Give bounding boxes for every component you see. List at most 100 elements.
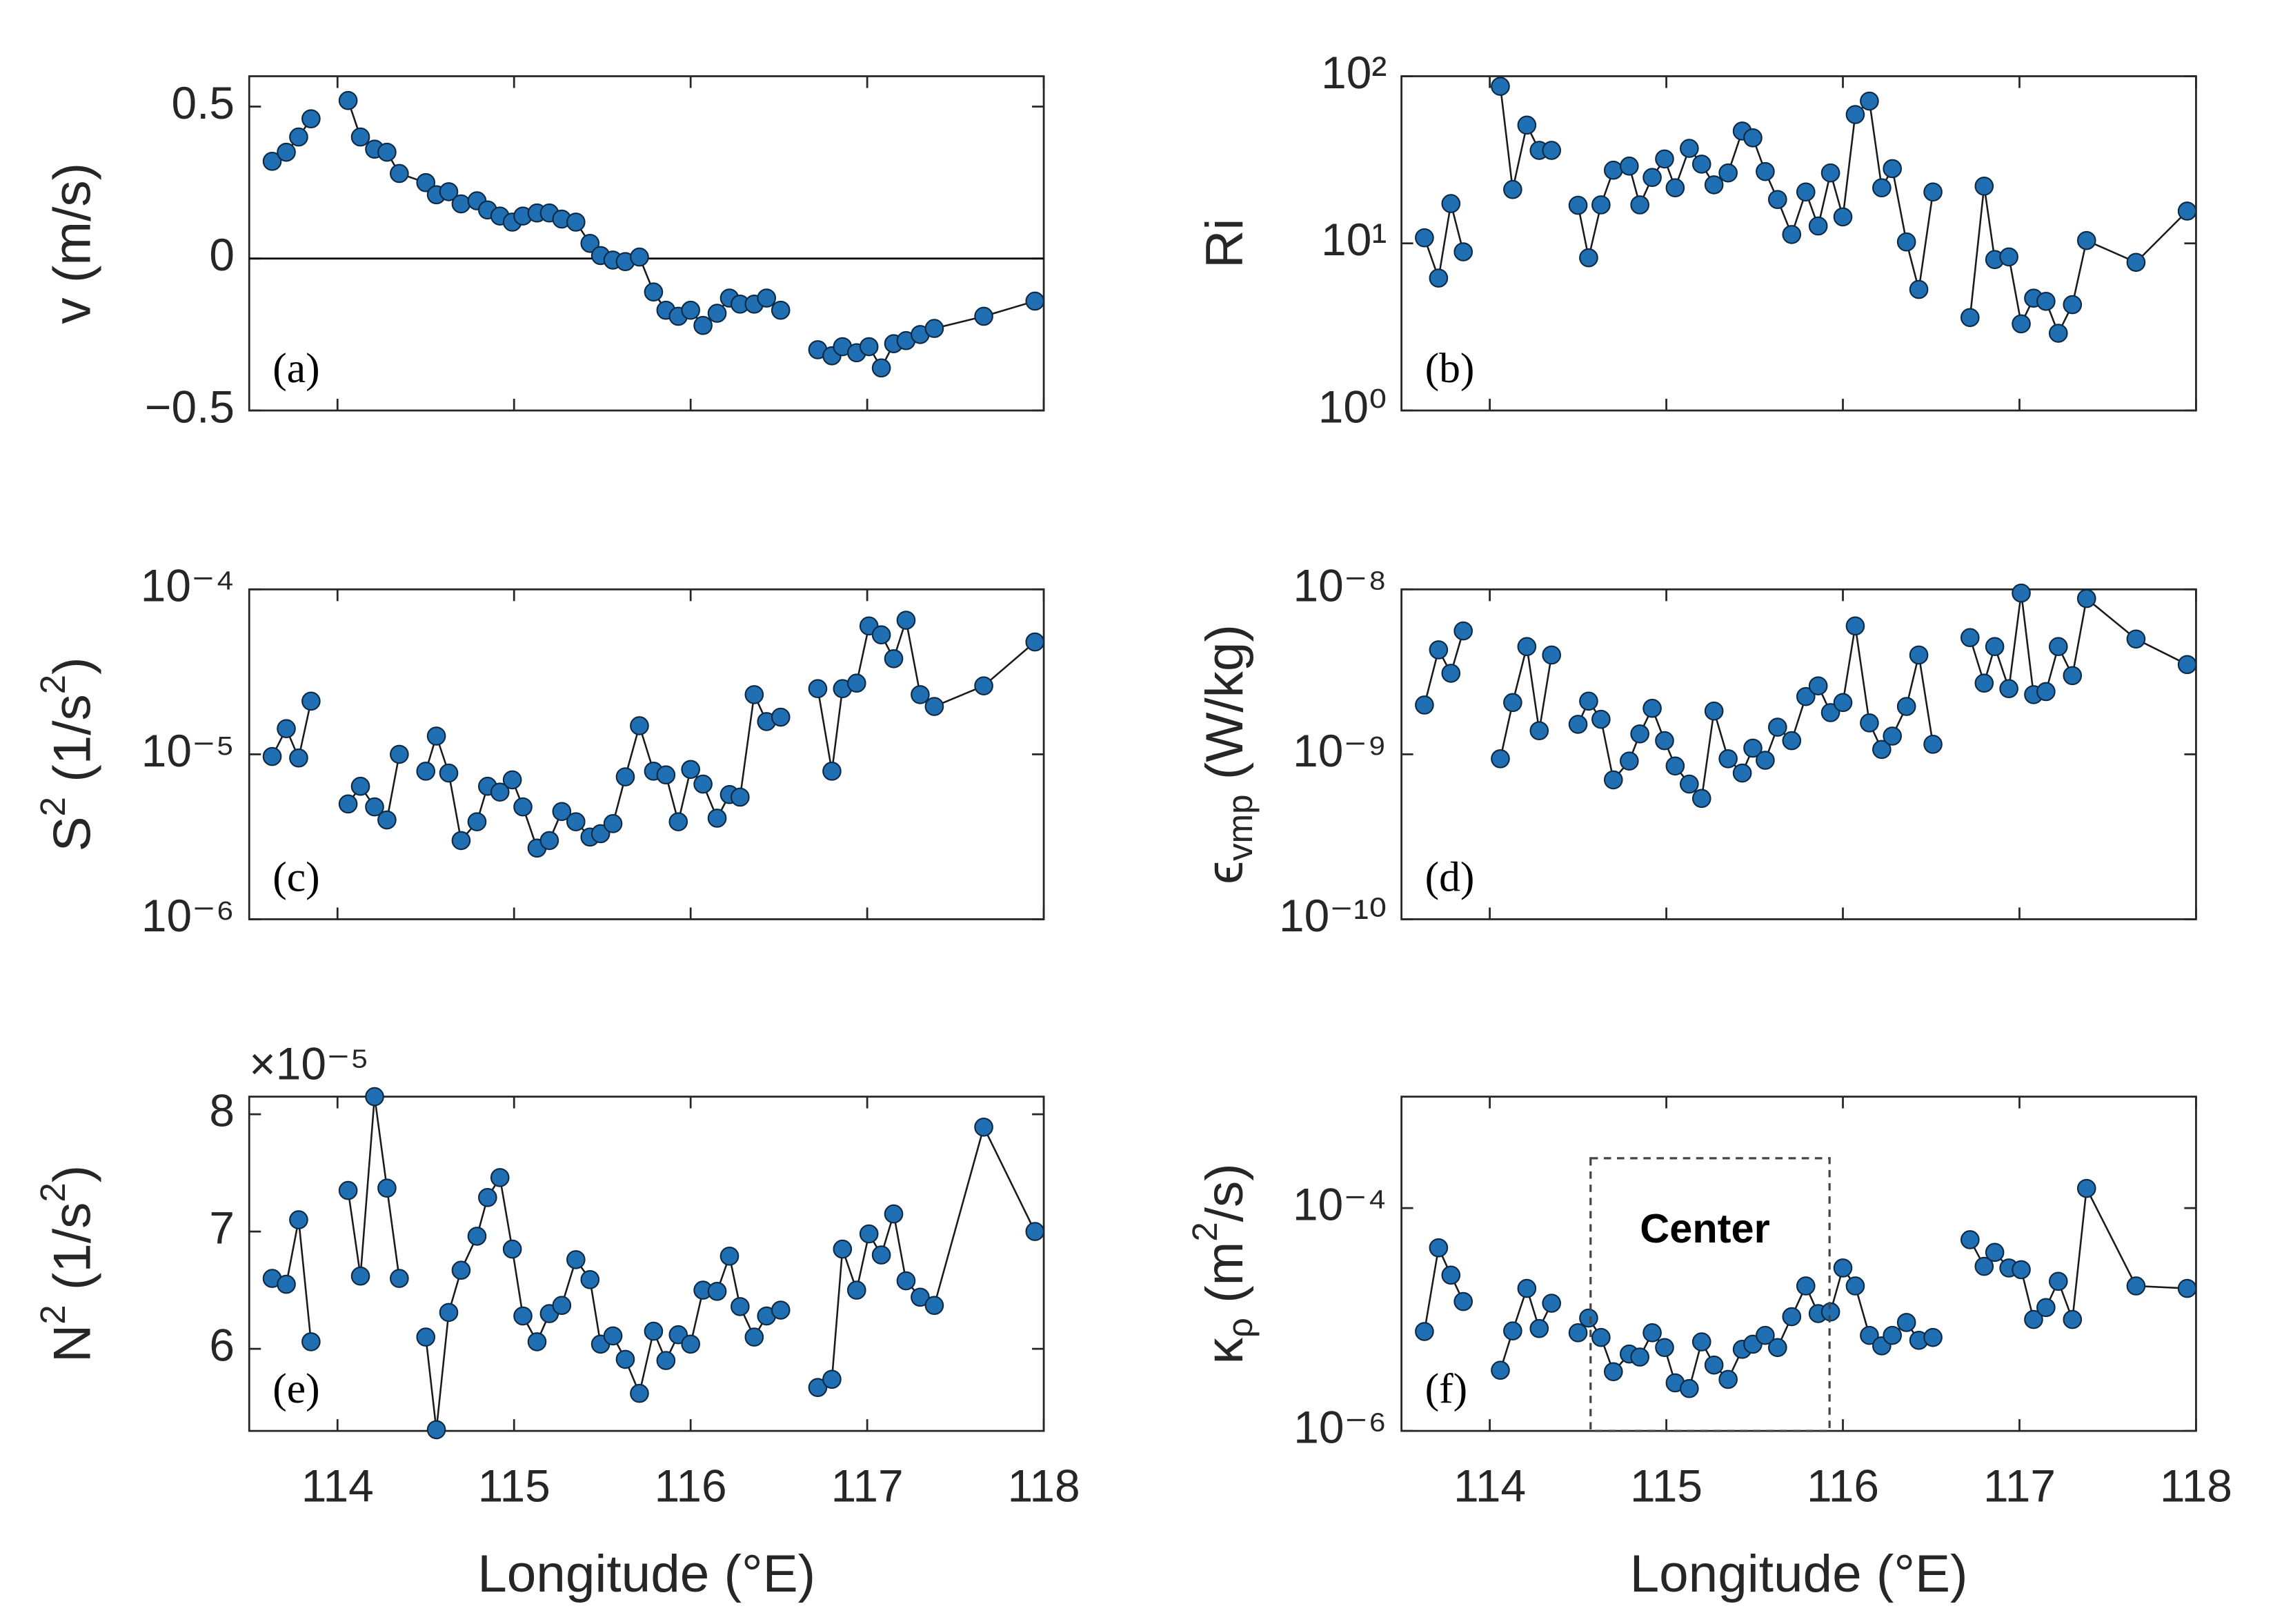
- data-point: [301, 691, 321, 711]
- data-point: [1767, 717, 1787, 737]
- axis-multiplier: ×10⁻⁵: [249, 1038, 369, 1089]
- data-point: [719, 1246, 740, 1266]
- data-point: [416, 762, 436, 781]
- data-point: [1630, 1347, 1649, 1367]
- data-point: [1441, 1265, 1461, 1285]
- y-tick-label: 10²: [1321, 47, 1387, 98]
- data-point: [1756, 161, 1775, 181]
- data-point: [377, 1178, 397, 1198]
- data-point: [911, 685, 930, 704]
- data-point: [1665, 178, 1685, 198]
- data-point: [277, 1274, 296, 1294]
- data-point: [289, 1210, 308, 1229]
- data-point: [771, 300, 791, 320]
- panel-label: (b): [1425, 345, 1475, 392]
- data-point: [630, 247, 649, 267]
- data-point: [1691, 1332, 1711, 1351]
- data-point: [2012, 583, 2031, 603]
- data-point: [338, 794, 358, 814]
- panel-label: (a): [272, 345, 319, 392]
- data-point: [1642, 1323, 1662, 1343]
- data-point: [1872, 178, 1892, 198]
- data-point: [1923, 1327, 1943, 1347]
- data-point: [2177, 655, 2197, 675]
- y-tick-label: 6: [209, 1320, 235, 1371]
- data-point: [350, 1266, 370, 1286]
- data-point: [1591, 1327, 1611, 1347]
- y-axis-label-part: Ri: [1195, 219, 1254, 268]
- y-axis-label-part: 2: [1186, 1222, 1225, 1241]
- data-point: [1833, 693, 1853, 713]
- y-axis-label-part: 2: [33, 1182, 72, 1202]
- data-point: [1619, 156, 1639, 176]
- data-point: [2063, 295, 2083, 315]
- data-point: [1782, 731, 1802, 751]
- data-point: [896, 1271, 916, 1291]
- data-point: [416, 1327, 436, 1347]
- data-point: [1630, 195, 1649, 215]
- data-point: [1491, 1360, 1510, 1380]
- data-point: [656, 1351, 676, 1370]
- data-point: [2076, 230, 2096, 250]
- data-point: [439, 1303, 459, 1323]
- data-point: [1491, 749, 1510, 769]
- y-axis-label: N2 (1/s2): [33, 1165, 101, 1363]
- y-axis-label-part: 2: [33, 797, 72, 816]
- data-point: [1704, 175, 1724, 195]
- y-axis-label-part: ): [43, 1165, 102, 1182]
- data-point: [301, 109, 321, 128]
- data-point: [416, 172, 436, 192]
- data-point: [744, 1327, 764, 1347]
- data-point: [1974, 177, 1994, 196]
- y-axis-label: S2 (1/s2): [33, 657, 101, 851]
- x-tick-label: 117: [831, 1460, 904, 1512]
- data-point: [974, 676, 993, 695]
- data-point: [681, 760, 700, 780]
- data-point: [1542, 141, 1561, 160]
- data-point: [2036, 291, 2056, 311]
- plot-area: [248, 588, 1045, 920]
- data-point: [566, 812, 586, 831]
- data-point: [1782, 1307, 1802, 1327]
- y-tick-label: 10⁻¹⁰: [1279, 890, 1387, 941]
- data-point: [1517, 1278, 1537, 1298]
- data-point: [338, 90, 358, 110]
- data-point: [707, 1281, 727, 1301]
- data-point: [2076, 1178, 2096, 1198]
- x-tick-label: 115: [478, 1460, 550, 1512]
- data-point: [911, 1287, 930, 1307]
- plot-area: [248, 75, 1045, 412]
- data-point: [502, 770, 522, 790]
- data-point: [630, 716, 649, 735]
- data-point: [2177, 201, 2197, 221]
- data-point: [1691, 155, 1711, 174]
- data-point: [513, 1306, 533, 1326]
- y-tick-label: 10¹: [1321, 214, 1387, 265]
- data-point: [1529, 1318, 1549, 1338]
- data-point: [1568, 1323, 1588, 1343]
- data-point: [377, 142, 397, 162]
- data-point: [1756, 751, 1775, 770]
- data-point: [859, 1224, 879, 1244]
- y-tick-label: −0.5: [145, 381, 235, 432]
- data-point: [439, 182, 459, 201]
- data-point: [871, 625, 891, 645]
- data-point: [590, 824, 611, 844]
- data-point: [1999, 247, 2018, 267]
- y-axis-label-part: ρ: [1221, 1318, 1260, 1338]
- x-tick-label: 116: [1807, 1460, 1879, 1512]
- y-axis-label-part: (W/kg): [1195, 624, 1254, 794]
- panel-label: (c): [272, 853, 319, 900]
- y-axis-label: Ri: [1195, 219, 1254, 268]
- data-point: [1974, 673, 1994, 693]
- data-point: [1896, 1313, 1916, 1332]
- data-point: [693, 774, 713, 794]
- data-point: [2063, 666, 2083, 686]
- data-point: [1025, 1222, 1045, 1241]
- data-point: [365, 797, 384, 817]
- data-point: [2036, 1298, 2056, 1318]
- data-point: [566, 1250, 586, 1269]
- data-point: [426, 1420, 446, 1440]
- y-tick-label: 8: [209, 1085, 235, 1136]
